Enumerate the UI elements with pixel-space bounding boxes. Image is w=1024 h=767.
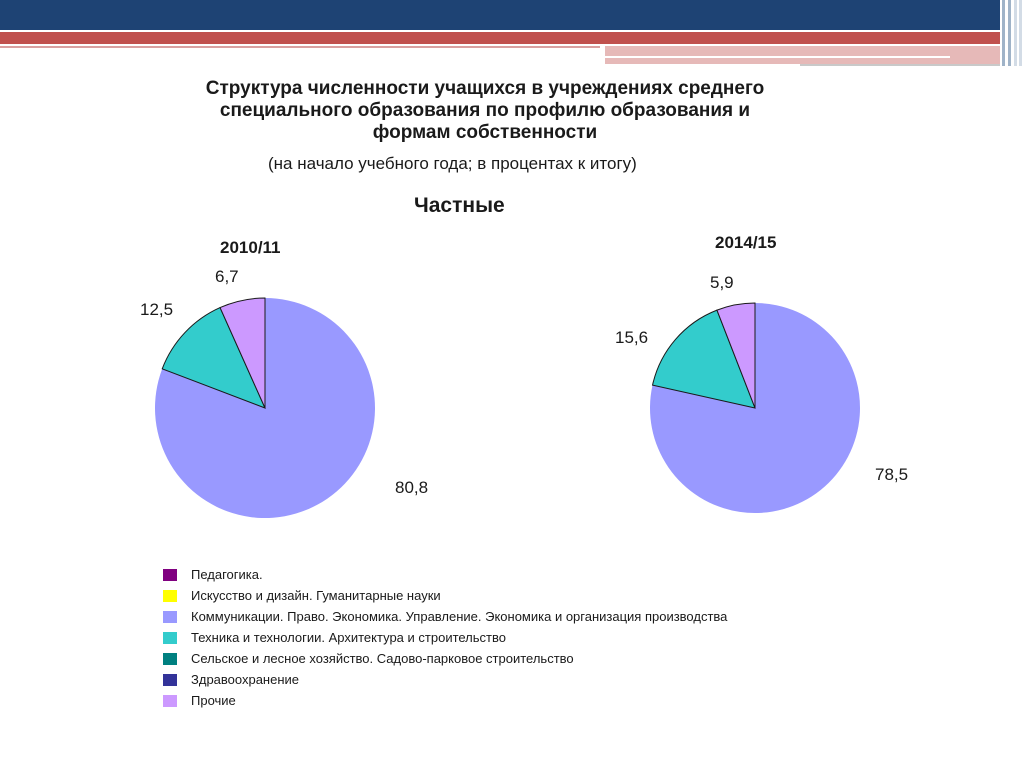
legend-item: Прочие <box>163 690 727 711</box>
legend-swatch <box>163 673 177 686</box>
pie-chart-2010: 80,8 12,5 6,7 <box>140 267 428 518</box>
pie-title-2014: 2014/15 <box>715 233 777 252</box>
pie-data-label: 5,9 <box>710 273 734 292</box>
legend-item: Педагогика. <box>163 564 727 585</box>
header-bar-pink <box>605 46 1000 64</box>
section-heading: Частные <box>414 194 505 217</box>
legend-swatch <box>163 631 177 644</box>
header-bar-dark <box>0 0 1000 30</box>
title-line: специального образования по профилю обра… <box>219 100 751 121</box>
header-line <box>0 46 600 48</box>
legend-item: Сельское и лесное хозяйство. Садово-парк… <box>163 648 727 669</box>
title-line: формам собственности <box>372 122 598 143</box>
pie-slice <box>716 302 756 409</box>
legend-label: Прочие <box>191 693 236 708</box>
legend-label: Сельское и лесное хозяйство. Садово-парк… <box>191 651 574 666</box>
legend-label: Искусство и дизайн. Гуманитарные науки <box>191 588 441 603</box>
legend-label: Педагогика. <box>191 567 263 582</box>
legend-item: Здравоохранение <box>163 669 727 690</box>
pie-data-label: 6,7 <box>215 267 239 286</box>
title-line: Структура численности учащихся в учрежде… <box>205 78 765 99</box>
pie-title-2010: 2010/11 <box>220 238 281 257</box>
legend-swatch <box>163 589 177 602</box>
legend-swatch <box>163 694 177 707</box>
pie-data-label: 78,5 <box>875 465 908 484</box>
legend: Педагогика. Искусство и дизайн. Гуманитар… <box>163 564 727 711</box>
legend-swatch <box>163 652 177 665</box>
pie-data-label: 12,5 <box>140 300 173 319</box>
pie-slice <box>651 309 756 409</box>
header-line-grey <box>800 64 1000 66</box>
pie-data-label: 80,8 <box>395 478 428 497</box>
legend-item: Искусство и дизайн. Гуманитарные науки <box>163 585 727 606</box>
chart-title: Структура численности учащихся в учрежде… <box>170 78 800 144</box>
pie-slice <box>219 297 266 409</box>
pie-chart-2014: 78,5 15,6 5,9 <box>615 273 908 513</box>
header-bar-red <box>0 32 1000 44</box>
legend-swatch <box>163 568 177 581</box>
header-line-white <box>605 56 950 58</box>
chart-subtitle: (на начало учебного года; в процентах к … <box>268 154 637 173</box>
legend-label: Коммуникации. Право. Экономика. Управлен… <box>191 609 728 624</box>
legend-label: Техника и технологии. Архитектура и стро… <box>191 630 506 645</box>
legend-swatch <box>163 610 177 623</box>
legend-item: Техника и технологии. Архитектура и стро… <box>163 627 727 648</box>
legend-label: Здравоохранение <box>191 672 300 687</box>
header-stripes <box>1000 0 1024 66</box>
legend-item: Коммуникации. Право. Экономика. Управлен… <box>163 606 727 627</box>
pie-slice <box>161 306 266 409</box>
pie-data-label: 15,6 <box>615 328 648 347</box>
